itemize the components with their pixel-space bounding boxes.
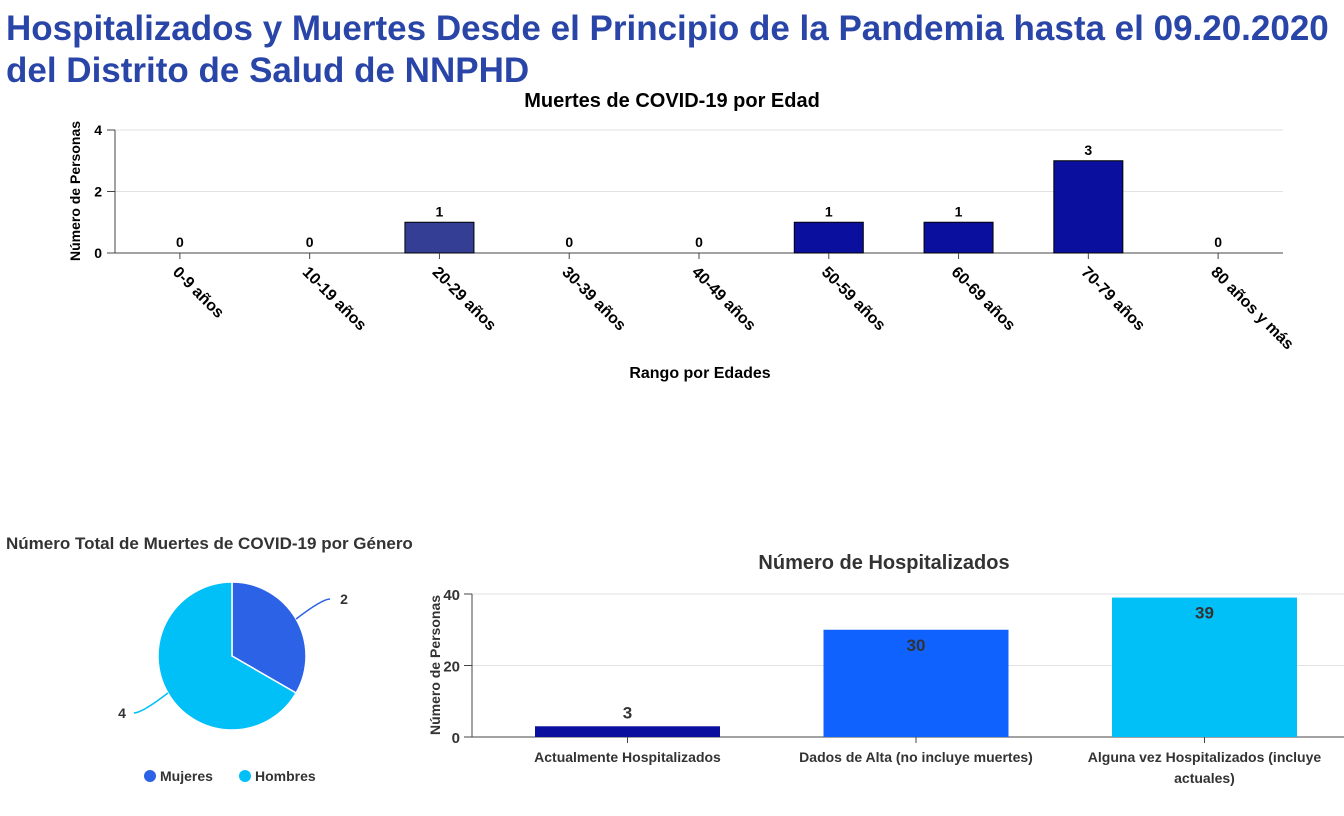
pie-data-label: 4 [118, 705, 126, 721]
x-tick-label: 80 años y más [1207, 264, 1296, 353]
x-tick-label: Dados de Alta (no incluye muertes) [799, 749, 1033, 765]
y-tick-label: 0 [452, 730, 460, 747]
y-axis-title: Número de Personas [67, 121, 83, 261]
age-chart-title: Muertes de COVID-19 por Edad [524, 90, 820, 112]
data-label: 3 [1084, 142, 1092, 158]
y-tick-label: 0 [94, 245, 102, 261]
y-tick-label: 20 [443, 659, 460, 676]
x-tick-label: 40-49 años [688, 264, 759, 335]
legend-label: Mujeres [160, 768, 213, 784]
x-tick-label: 20-29 años [429, 264, 500, 335]
x-tick-label: Alguna vez Hospitalizados (incluye [1088, 749, 1322, 765]
data-label: 39 [1195, 604, 1214, 623]
y-tick-label: 2 [94, 184, 102, 200]
data-label: 30 [907, 636, 926, 655]
x-tick-label: Actualmente Hospitalizados [534, 749, 721, 765]
data-label: 0 [176, 234, 184, 250]
x-tick-label: 10-19 años [299, 264, 370, 335]
y-tick-label: 40 [443, 587, 460, 604]
bar [793, 221, 864, 254]
x-tick-label: 50-59 años [818, 264, 889, 335]
page-title: Hospitalizados y Muertes Desde el Princi… [6, 9, 1329, 90]
y-tick-label: 4 [94, 122, 102, 138]
y-axis-title: Número de Personas [427, 595, 443, 735]
data-label: 0 [306, 234, 314, 250]
pie-leader-line [295, 598, 331, 620]
x-axis-title: Rango por Edades [629, 365, 770, 382]
bar [1112, 597, 1297, 737]
data-label: 0 [1214, 234, 1222, 250]
data-label: 1 [955, 203, 963, 219]
x-tick-label: 30-39 años [558, 264, 629, 335]
bar [535, 726, 720, 737]
pie-leader-line [133, 692, 169, 714]
legend-label: Hombres [255, 768, 316, 784]
x-tick-label: 0-9 años [169, 264, 227, 322]
pie-slice [157, 581, 298, 731]
data-label: 1 [825, 203, 833, 219]
data-label: 3 [623, 703, 632, 722]
bar [923, 221, 994, 254]
data-label: 1 [436, 203, 444, 219]
bar [1053, 160, 1124, 254]
hosp-chart-title: Número de Hospitalizados [758, 552, 1009, 574]
data-label: 0 [695, 234, 703, 250]
legend-marker [239, 770, 251, 782]
x-tick-label: actuales) [1174, 770, 1235, 786]
data-label: 0 [565, 234, 573, 250]
legend-marker [144, 770, 156, 782]
x-tick-label: 60-69 años [948, 264, 1019, 335]
pie-data-label: 2 [340, 591, 348, 607]
x-tick-label: 70-79 años [1078, 264, 1149, 335]
bar [404, 221, 475, 254]
bar [823, 629, 1009, 737]
pie-chart-title: Número Total de Muertes de COVID-19 por … [6, 534, 413, 553]
